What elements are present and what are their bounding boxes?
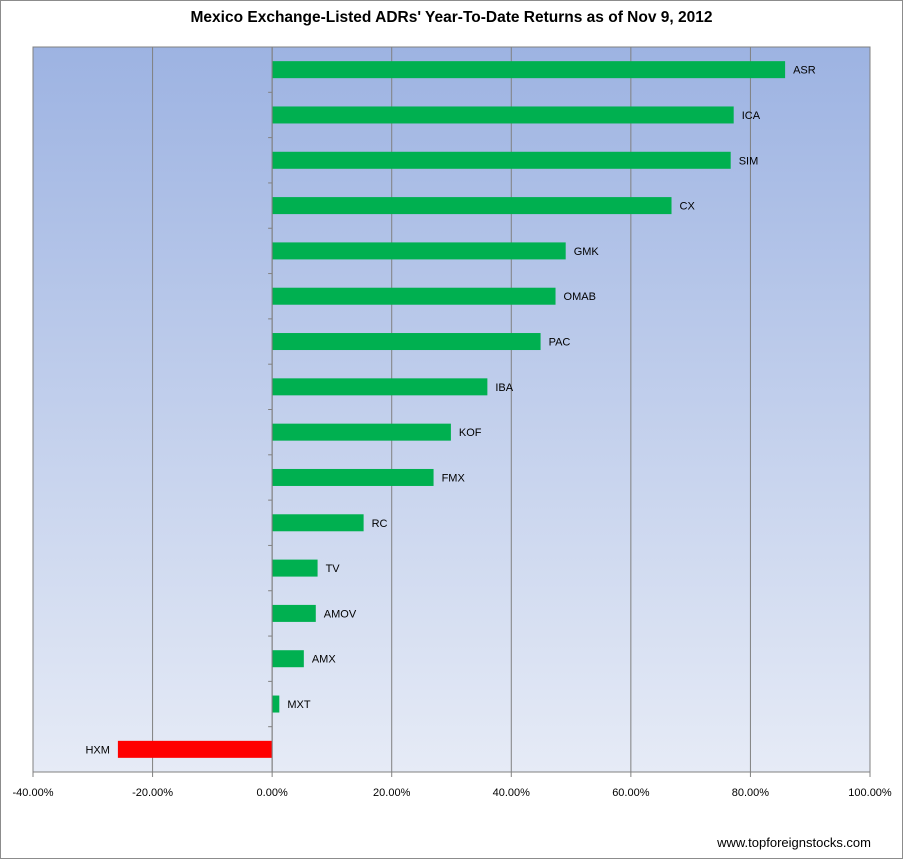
x-tick-label: 20.00%: [373, 787, 411, 799]
bar-omab: [272, 287, 556, 305]
x-tick-label: 60.00%: [612, 787, 650, 799]
bar-tv: [272, 559, 318, 577]
bar-label-pac: PAC: [549, 337, 571, 349]
x-tick-label: -40.00%: [13, 787, 54, 799]
bar-iba: [272, 378, 488, 396]
bar-label-omab: OMAB: [564, 291, 596, 303]
bar-label-fmx: FMX: [442, 472, 466, 484]
bar-label-tv: TV: [326, 563, 341, 575]
bar-mxt: [272, 695, 280, 713]
bar-sim: [272, 151, 731, 169]
bar-cx: [272, 197, 672, 215]
bar-label-iba: IBA: [495, 382, 513, 394]
bar-label-cx: CX: [680, 201, 696, 213]
bars: [117, 61, 786, 758]
bar-pac: [272, 333, 541, 351]
bar-gmk: [272, 242, 566, 260]
bar-label-ica: ICA: [742, 110, 761, 122]
bar-asr: [272, 61, 786, 79]
source-credit: www.topforeignstocks.com: [717, 835, 871, 850]
bar-rc: [272, 514, 364, 532]
bar-labels: ASR ICA SIM CX GMK OMAB PAC IBA KOF FMX RC TV AMOV AM…: [85, 65, 815, 757]
bar-label-sim: SIM: [739, 155, 759, 167]
chart-title: Mexico Exchange-Listed ADRs' Year-To-Dat…: [190, 9, 713, 26]
x-tick-label: 40.00%: [493, 787, 531, 799]
x-axis: -40.00% -20.00% 0.00% 20.00% 40.00% 60.00% 80.…: [13, 46, 892, 799]
bar-label-hxm: HXM: [85, 744, 109, 756]
x-tick-label: -20.00%: [132, 787, 173, 799]
bar-kof: [272, 423, 451, 441]
bar-label-amx: AMX: [312, 654, 337, 666]
bar-label-asr: ASR: [793, 65, 816, 77]
bar-amov: [272, 604, 316, 622]
bar-amx: [272, 650, 304, 668]
x-tick-label: 80.00%: [732, 787, 770, 799]
bar-label-mxt: MXT: [287, 699, 311, 711]
x-tick-label: 100.00%: [848, 787, 892, 799]
bar-label-amov: AMOV: [324, 608, 357, 620]
bar-ica: [272, 106, 734, 124]
bar-label-gmk: GMK: [574, 246, 600, 258]
bar-label-rc: RC: [372, 518, 388, 530]
bar-fmx: [272, 468, 434, 486]
bar-label-kof: KOF: [459, 427, 482, 439]
bar-hxm: [117, 740, 273, 758]
x-tick-label: 0.00%: [257, 787, 288, 799]
